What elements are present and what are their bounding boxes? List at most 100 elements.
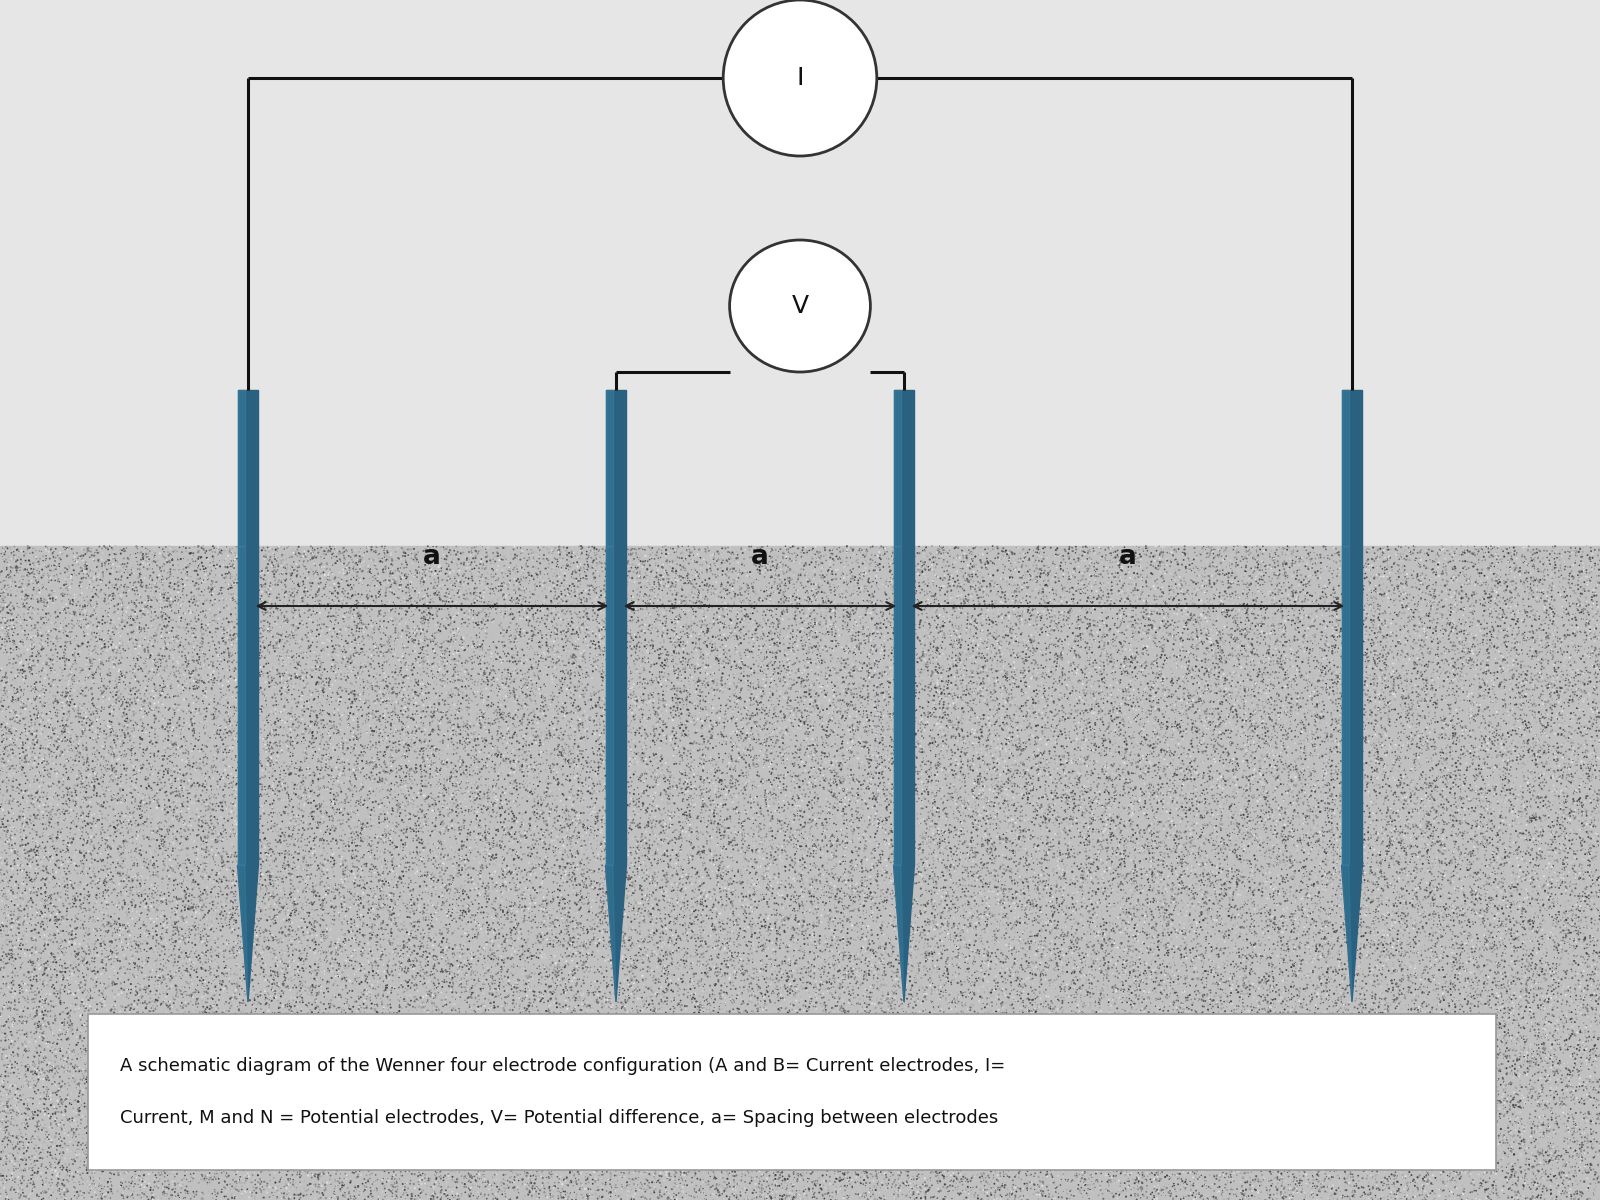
Point (954, 646, 979, 665)
Point (227, 740, 253, 760)
Point (1557, 728, 1582, 748)
Point (299, 632, 325, 652)
Point (1152, 904, 1178, 923)
Point (136, 884, 162, 904)
Point (67, 744, 93, 763)
Point (1314, 1139, 1339, 1158)
Point (997, 601, 1022, 620)
Point (885, 602, 910, 622)
Point (592, 834, 618, 853)
Point (525, 619, 550, 638)
Point (1523, 733, 1549, 752)
Point (1382, 713, 1408, 732)
Point (246, 875, 272, 894)
Point (419, 907, 445, 926)
Point (1410, 1126, 1435, 1145)
Point (149, 1111, 174, 1130)
Point (755, 1057, 781, 1076)
Point (1114, 1140, 1139, 1159)
Point (234, 1103, 259, 1122)
Point (1000, 636, 1026, 655)
Point (853, 968, 878, 988)
Point (1077, 830, 1102, 850)
Point (411, 924, 437, 943)
Point (464, 923, 490, 942)
Point (976, 757, 1002, 776)
Point (1157, 551, 1182, 570)
Point (1573, 660, 1598, 679)
Point (536, 557, 562, 576)
Point (24, 1006, 50, 1025)
Point (1426, 595, 1451, 614)
Point (312, 761, 338, 780)
Point (1528, 846, 1554, 865)
Point (1194, 674, 1219, 694)
Point (390, 894, 416, 913)
Point (381, 938, 406, 958)
Point (952, 766, 978, 785)
Point (1405, 920, 1430, 940)
Point (795, 959, 821, 978)
Point (789, 877, 814, 896)
Point (317, 764, 342, 784)
Point (110, 539, 136, 558)
Point (1227, 1027, 1253, 1046)
Point (827, 1030, 853, 1049)
Point (662, 577, 688, 596)
Point (573, 582, 598, 601)
Point (1342, 1074, 1368, 1093)
Point (506, 746, 531, 766)
Point (152, 632, 178, 652)
Point (763, 1121, 789, 1140)
Point (774, 692, 800, 712)
Point (888, 1144, 914, 1163)
Point (486, 769, 512, 788)
Point (854, 656, 880, 676)
Point (720, 1075, 746, 1094)
Point (765, 722, 790, 742)
Point (1539, 1108, 1565, 1127)
Point (590, 680, 616, 700)
Point (1510, 934, 1536, 953)
Point (334, 1141, 360, 1160)
Point (1334, 721, 1360, 740)
Point (365, 1183, 390, 1200)
Point (678, 914, 704, 934)
Point (1171, 838, 1197, 857)
Point (1107, 905, 1133, 924)
Point (978, 725, 1003, 744)
Point (888, 845, 914, 864)
Point (342, 767, 368, 786)
Point (931, 668, 957, 688)
Point (69, 659, 94, 678)
Point (981, 1164, 1006, 1183)
Point (651, 691, 677, 710)
Point (362, 1067, 387, 1086)
Point (754, 577, 779, 596)
Point (810, 730, 835, 749)
Point (1442, 948, 1467, 967)
Point (22, 1103, 48, 1122)
Point (1290, 592, 1315, 611)
Point (182, 1064, 208, 1084)
Point (443, 1121, 469, 1140)
Point (861, 643, 886, 662)
Point (8, 802, 34, 821)
Point (485, 803, 510, 822)
Point (163, 878, 189, 898)
Point (576, 1166, 602, 1186)
Point (733, 1060, 758, 1079)
Point (558, 760, 584, 779)
Point (1203, 1056, 1229, 1075)
Point (541, 973, 566, 992)
Point (558, 1148, 584, 1168)
Point (1202, 737, 1227, 756)
Point (714, 1124, 739, 1144)
Point (301, 738, 326, 757)
Point (536, 1049, 562, 1068)
Point (256, 739, 282, 758)
Point (910, 984, 936, 1003)
Point (1016, 604, 1042, 623)
Point (1278, 854, 1304, 874)
Point (843, 781, 869, 800)
